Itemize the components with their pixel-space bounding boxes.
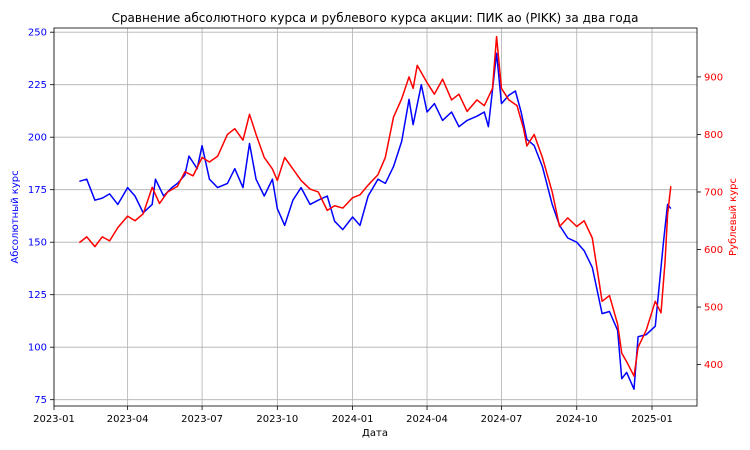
right-y-axis-title: Рублевый курс [728, 178, 739, 256]
left-y-tick-label: 150 [28, 238, 47, 249]
x-tick-label: 2023-01 [33, 414, 75, 425]
left-y-tick-label: 200 [28, 133, 47, 144]
x-tick-label: 2023-10 [256, 414, 298, 425]
plot-series [78, 35, 672, 390]
left-y-tick-label: 125 [28, 290, 47, 301]
x-tick-label: 2023-04 [107, 414, 149, 425]
left-y-tick-label: 250 [28, 28, 47, 39]
chart-title: Сравнение абсолютного курса и рублевого … [112, 11, 639, 25]
left-y-tick-label: 175 [28, 185, 47, 196]
x-tick-label: 2024-10 [556, 414, 598, 425]
left-y-axis-title: Абсолютный курс [10, 170, 21, 263]
left-y-tick-label: 225 [28, 80, 47, 91]
right-y-tick-label: 400 [704, 360, 723, 371]
grid-lines [53, 28, 697, 406]
right-y-axis: 400 500 600 700 800 900 [697, 72, 723, 371]
x-axis: 2023-01 2023-04 2023-07 2023-10 2024-01 2024-… [33, 406, 673, 425]
x-tick-label: 2023-07 [181, 414, 223, 425]
left-y-tick-label: 100 [28, 343, 47, 354]
plot-frame [53, 27, 698, 407]
right-y-tick-label: 500 [704, 303, 723, 314]
left-y-tick-label: 75 [34, 395, 47, 406]
ruble-price-line [78, 35, 672, 377]
x-tick-label: 2024-01 [332, 414, 374, 425]
x-tick-label: 2025-01 [631, 414, 673, 425]
x-axis-title: Дата [362, 428, 388, 439]
left-y-axis: 75 100 125 150 175 200 225 250 [28, 28, 54, 406]
right-y-tick-label: 900 [704, 72, 723, 83]
right-y-tick-label: 800 [704, 130, 723, 141]
x-tick-label: 2024-04 [406, 414, 448, 425]
right-y-tick-label: 700 [704, 187, 723, 198]
right-y-tick-label: 600 [704, 245, 723, 256]
absolute-price-line [79, 52, 672, 390]
x-tick-label: 2024-07 [481, 414, 523, 425]
